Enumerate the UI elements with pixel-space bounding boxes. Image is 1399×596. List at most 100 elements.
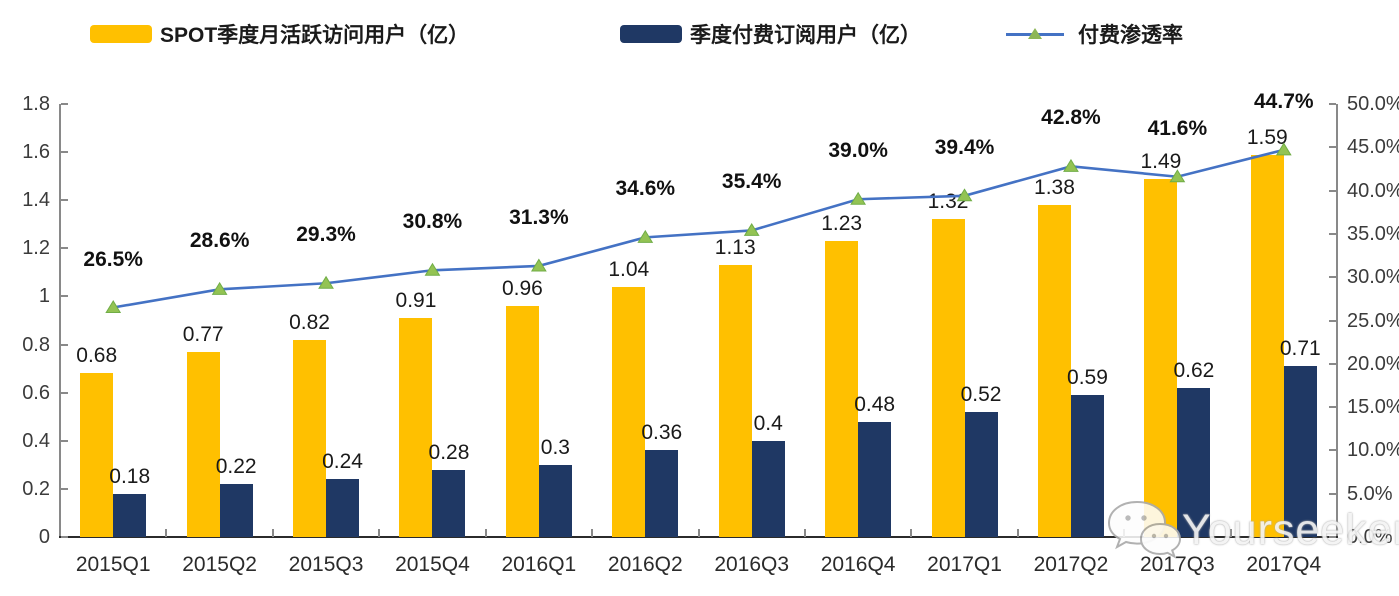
line-marker-2017Q2 bbox=[1063, 158, 1079, 172]
triangle-marker-icon bbox=[1028, 28, 1042, 39]
bar-label-subs-2016Q3: 0.4 bbox=[753, 411, 783, 435]
bar-subs-2015Q2 bbox=[219, 484, 253, 537]
bar-subs-2017Q4 bbox=[1283, 366, 1317, 537]
bar-subs-2017Q1 bbox=[964, 411, 998, 537]
legend-item-mau: SPOT季度月活跃访问用户（亿） bbox=[90, 20, 469, 48]
wechat-icon bbox=[1107, 500, 1182, 559]
left-axis-tick bbox=[61, 487, 68, 490]
right-axis-tick-label: 45.0% bbox=[1347, 136, 1399, 159]
bar-mau-2017Q1 bbox=[931, 219, 965, 537]
left-axis-tick bbox=[61, 536, 68, 538]
x-axis-label-2015Q4: 2015Q4 bbox=[395, 553, 470, 576]
line-marker-2015Q2 bbox=[211, 281, 228, 295]
left-axis-tick bbox=[61, 151, 68, 154]
line-marker-2015Q3 bbox=[318, 275, 334, 289]
x-axis-label-2017Q2: 2017Q2 bbox=[1033, 553, 1109, 576]
penetration-label-2017Q3: 41.6% bbox=[1147, 116, 1208, 140]
left-axis-tick bbox=[61, 295, 68, 298]
bar-subs-2015Q4 bbox=[432, 469, 466, 537]
x-axis-label-2016Q2: 2016Q2 bbox=[607, 553, 683, 576]
bar-subs-2017Q3 bbox=[1177, 387, 1211, 537]
right-axis-tick-label: 0.0% bbox=[1347, 526, 1393, 548]
left-axis bbox=[59, 104, 61, 537]
bar-label-mau-2017Q2: 1.38 bbox=[1034, 176, 1075, 200]
x-axis-label-2017Q4: 2017Q4 bbox=[1246, 553, 1322, 576]
x-axis-label-2015Q2: 2015Q2 bbox=[182, 553, 257, 576]
bar-mau-2017Q4 bbox=[1250, 154, 1284, 537]
right-axis-tick bbox=[1329, 492, 1336, 495]
watermark-text: Yourseeker bbox=[1182, 505, 1399, 554]
x-axis-tick bbox=[1229, 529, 1232, 537]
x-axis-tick bbox=[910, 529, 913, 537]
bar-subs-2016Q1 bbox=[538, 464, 572, 537]
right-axis-tick-label: 15.0% bbox=[1347, 396, 1399, 419]
bar-mau-2016Q2 bbox=[612, 286, 646, 537]
right-axis-tick-label: 40.0% bbox=[1347, 179, 1399, 202]
bar-mau-2015Q3 bbox=[293, 339, 327, 537]
line-marker-2016Q3 bbox=[743, 222, 760, 236]
right-axis bbox=[1336, 104, 1338, 537]
legend-item-penetration: 付费渗透率 bbox=[1006, 20, 1183, 48]
x-axis-tick bbox=[1016, 529, 1019, 537]
bar-label-mau-2015Q3: 0.82 bbox=[289, 310, 330, 334]
x-axis-label-2017Q3: 2017Q3 bbox=[1139, 553, 1215, 576]
bar-subs-2015Q1 bbox=[113, 493, 147, 537]
left-axis-tick-label: 0.2 bbox=[22, 477, 50, 500]
bar-subs-2016Q3 bbox=[751, 440, 785, 537]
bar-label-mau-2015Q4: 0.91 bbox=[395, 289, 437, 313]
bar-label-subs-2015Q3: 0.24 bbox=[322, 450, 363, 474]
x-axis-label-2016Q4: 2016Q4 bbox=[820, 553, 896, 576]
x-axis-label-2016Q3: 2016Q3 bbox=[714, 553, 790, 576]
line-marker-2015Q1 bbox=[105, 300, 122, 314]
left-axis-tick-label: 1 bbox=[38, 285, 50, 308]
x-axis-tick bbox=[378, 529, 381, 537]
line-marker-2017Q4 bbox=[1275, 142, 1292, 156]
penetration-legend-marker bbox=[1006, 20, 1064, 48]
x-axis-tick bbox=[165, 529, 168, 537]
bar-mau-2015Q2 bbox=[186, 351, 220, 537]
bar-mau-2015Q1 bbox=[80, 373, 114, 537]
x-axis-label-2016Q1: 2016Q1 bbox=[501, 553, 577, 576]
line-marker-2017Q1 bbox=[956, 188, 973, 202]
penetration-label-2015Q3: 29.3% bbox=[296, 223, 356, 247]
bar-label-subs-2017Q2: 0.59 bbox=[1067, 366, 1108, 390]
bar-mau-2017Q3 bbox=[1144, 178, 1178, 537]
left-axis-tick bbox=[61, 199, 68, 202]
right-axis-tick-label: 35.0% bbox=[1347, 222, 1399, 245]
x-axis-label-2015Q1: 2015Q1 bbox=[75, 553, 151, 576]
x-axis-tick bbox=[591, 529, 594, 537]
x-axis-label-2017Q1: 2017Q1 bbox=[927, 553, 1002, 576]
right-axis-tick bbox=[1329, 536, 1336, 538]
bar-subs-2016Q2 bbox=[645, 450, 679, 537]
penetration-label-2015Q4: 30.8% bbox=[402, 210, 463, 234]
subs-legend-swatch bbox=[620, 25, 682, 43]
bar-label-subs-2017Q4: 0.71 bbox=[1279, 337, 1321, 361]
bar-label-mau-2017Q3: 1.49 bbox=[1140, 149, 1182, 173]
line-marker-2016Q1 bbox=[530, 258, 547, 272]
bar-label-subs-2016Q1: 0.3 bbox=[540, 435, 570, 459]
bar-subs-2015Q3 bbox=[326, 479, 360, 537]
bar-subs-2016Q4 bbox=[858, 421, 892, 537]
bar-label-subs-2016Q4: 0.48 bbox=[854, 392, 896, 416]
x-axis-label-2015Q3: 2015Q3 bbox=[288, 553, 364, 576]
bar-mau-2015Q4 bbox=[399, 318, 433, 537]
right-axis-tick bbox=[1329, 319, 1336, 322]
left-axis-tick bbox=[61, 343, 68, 346]
penetration-label-2017Q2: 42.8% bbox=[1041, 106, 1101, 130]
bar-label-mau-2015Q1: 0.68 bbox=[76, 344, 118, 368]
bar-label-subs-2015Q4: 0.28 bbox=[428, 440, 470, 464]
penetration-label-2016Q4: 39.0% bbox=[828, 139, 888, 163]
mau-legend-swatch bbox=[90, 25, 152, 43]
bar-label-mau-2017Q4: 1.59 bbox=[1246, 125, 1288, 149]
legend-label-subs: 季度付费订阅用户（亿） bbox=[690, 24, 921, 47]
left-axis-tick-label: 0.6 bbox=[22, 381, 50, 404]
penetration-label-2015Q1: 26.5% bbox=[83, 247, 143, 271]
right-axis-tick-label: 20.0% bbox=[1347, 352, 1399, 375]
bar-mau-2016Q3 bbox=[718, 265, 752, 537]
penetration-label-2015Q2: 28.6% bbox=[189, 229, 250, 253]
left-axis-tick-label: 1.6 bbox=[22, 141, 50, 164]
right-axis-tick bbox=[1329, 276, 1336, 279]
bar-mau-2017Q2 bbox=[1037, 205, 1071, 537]
